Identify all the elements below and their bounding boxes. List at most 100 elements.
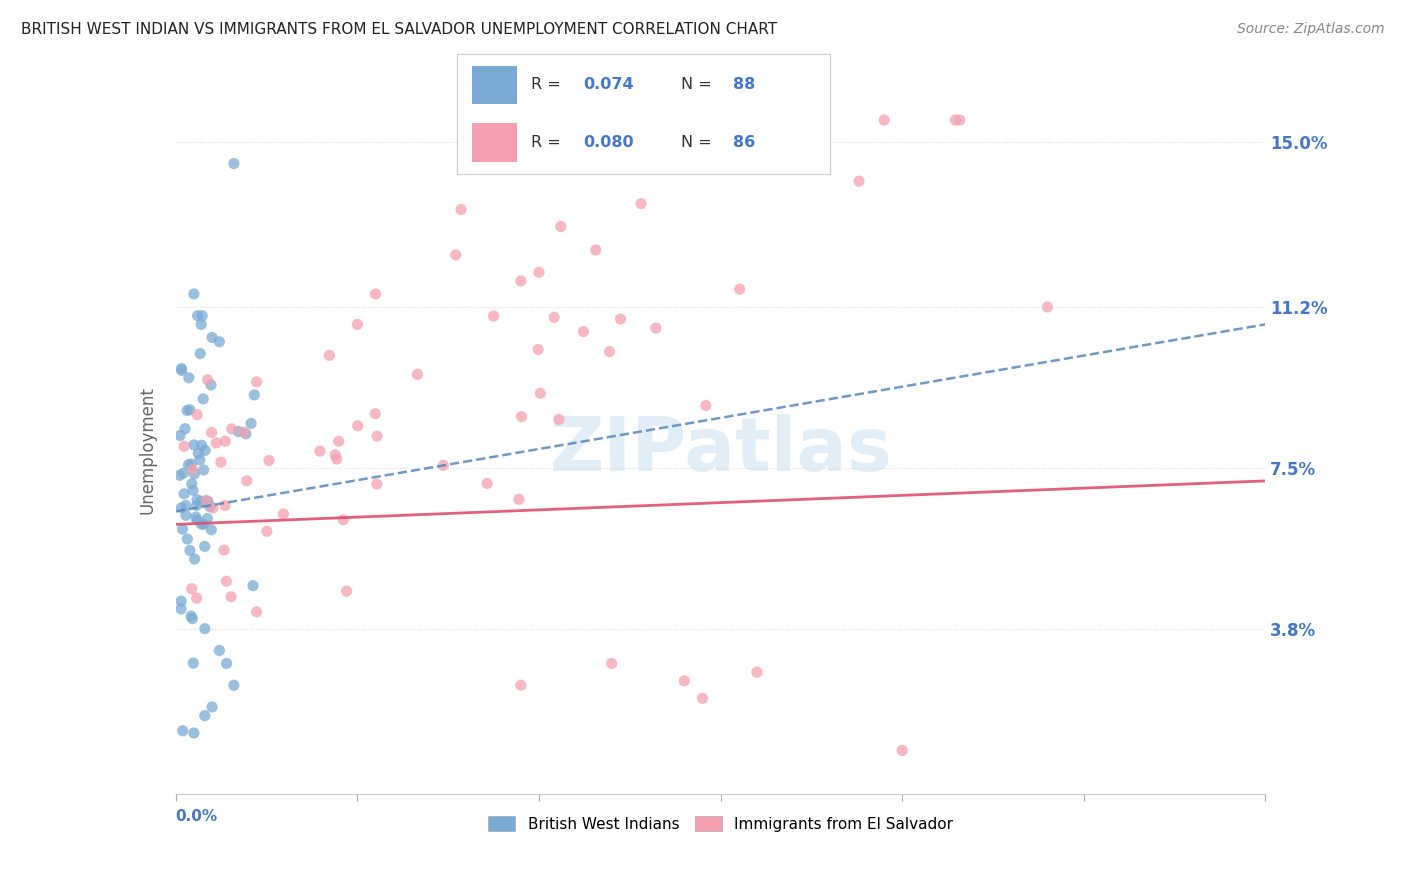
Point — [200, 523, 222, 537]
Point — [183, 287, 205, 301]
Text: 88: 88 — [733, 78, 755, 93]
Point — [173, 439, 195, 453]
Point — [323, 448, 346, 462]
Point — [728, 282, 751, 296]
Point — [179, 543, 201, 558]
Point — [194, 540, 217, 554]
Point — [236, 474, 259, 488]
Point — [243, 388, 266, 402]
Point — [364, 287, 387, 301]
Point — [550, 219, 572, 234]
Point — [215, 657, 238, 671]
Point — [183, 438, 205, 452]
Point — [891, 743, 914, 757]
Point — [208, 643, 231, 657]
Point — [205, 435, 228, 450]
Point — [191, 309, 214, 323]
Point — [509, 274, 531, 288]
Point — [245, 605, 267, 619]
Point — [599, 344, 621, 359]
Point — [201, 330, 224, 344]
Point — [600, 657, 623, 671]
Point — [198, 500, 221, 514]
Point — [943, 113, 966, 128]
Point — [181, 656, 204, 670]
Point — [214, 434, 236, 449]
Point — [179, 402, 201, 417]
Point — [187, 446, 209, 460]
Point — [186, 499, 208, 513]
Point — [201, 501, 224, 516]
Point — [201, 700, 224, 714]
Point — [170, 500, 193, 515]
Text: R =: R = — [531, 78, 567, 93]
Point — [193, 463, 215, 477]
Point — [186, 309, 209, 323]
Point — [169, 428, 191, 442]
Point — [180, 476, 202, 491]
Point — [695, 399, 717, 413]
Point — [197, 373, 219, 387]
Point — [197, 494, 219, 508]
Point — [190, 517, 212, 532]
Point — [257, 453, 280, 467]
Point — [188, 452, 211, 467]
Point — [527, 343, 550, 357]
Point — [444, 248, 467, 262]
Point — [482, 309, 505, 323]
Point — [318, 348, 340, 362]
Point — [181, 483, 204, 498]
Point — [949, 113, 972, 128]
Point — [193, 517, 215, 532]
Point — [170, 602, 193, 616]
Text: 86: 86 — [733, 135, 755, 150]
Point — [346, 418, 368, 433]
Legend: British West Indians, Immigrants from El Salvador: British West Indians, Immigrants from El… — [482, 810, 959, 838]
Point — [183, 467, 205, 481]
Point — [630, 196, 652, 211]
Text: N =: N = — [681, 78, 717, 93]
Point — [585, 243, 607, 257]
Point — [242, 579, 264, 593]
Point — [190, 438, 212, 452]
Point — [221, 422, 243, 436]
Point — [475, 476, 498, 491]
Point — [194, 622, 217, 636]
Point — [186, 408, 208, 422]
Point — [214, 499, 236, 513]
Point — [208, 334, 231, 349]
Point — [186, 513, 208, 527]
Point — [190, 318, 212, 332]
Point — [336, 584, 359, 599]
Point — [432, 458, 454, 473]
Text: 0.0%: 0.0% — [176, 809, 218, 824]
Point — [246, 375, 269, 389]
Point — [1036, 300, 1059, 314]
Point — [609, 312, 631, 326]
Point — [190, 494, 212, 508]
Point — [177, 458, 200, 472]
Point — [176, 532, 198, 546]
Point — [170, 594, 193, 608]
Point — [181, 612, 204, 626]
Point — [194, 443, 217, 458]
Point — [873, 113, 896, 128]
Text: N =: N = — [681, 135, 717, 150]
Point — [215, 574, 238, 589]
Point — [186, 492, 208, 507]
Bar — [472, 123, 516, 161]
Point — [328, 434, 350, 449]
Point — [174, 508, 197, 523]
Point — [273, 507, 295, 521]
Point — [226, 425, 249, 439]
Point — [181, 462, 204, 476]
Point — [222, 678, 245, 692]
Point — [529, 386, 551, 401]
Text: ZIPatlas: ZIPatlas — [550, 414, 891, 487]
Point — [450, 202, 472, 217]
Point — [212, 543, 235, 558]
Point — [193, 392, 215, 406]
Point — [256, 524, 278, 539]
Point — [194, 708, 217, 723]
Point — [197, 511, 219, 525]
